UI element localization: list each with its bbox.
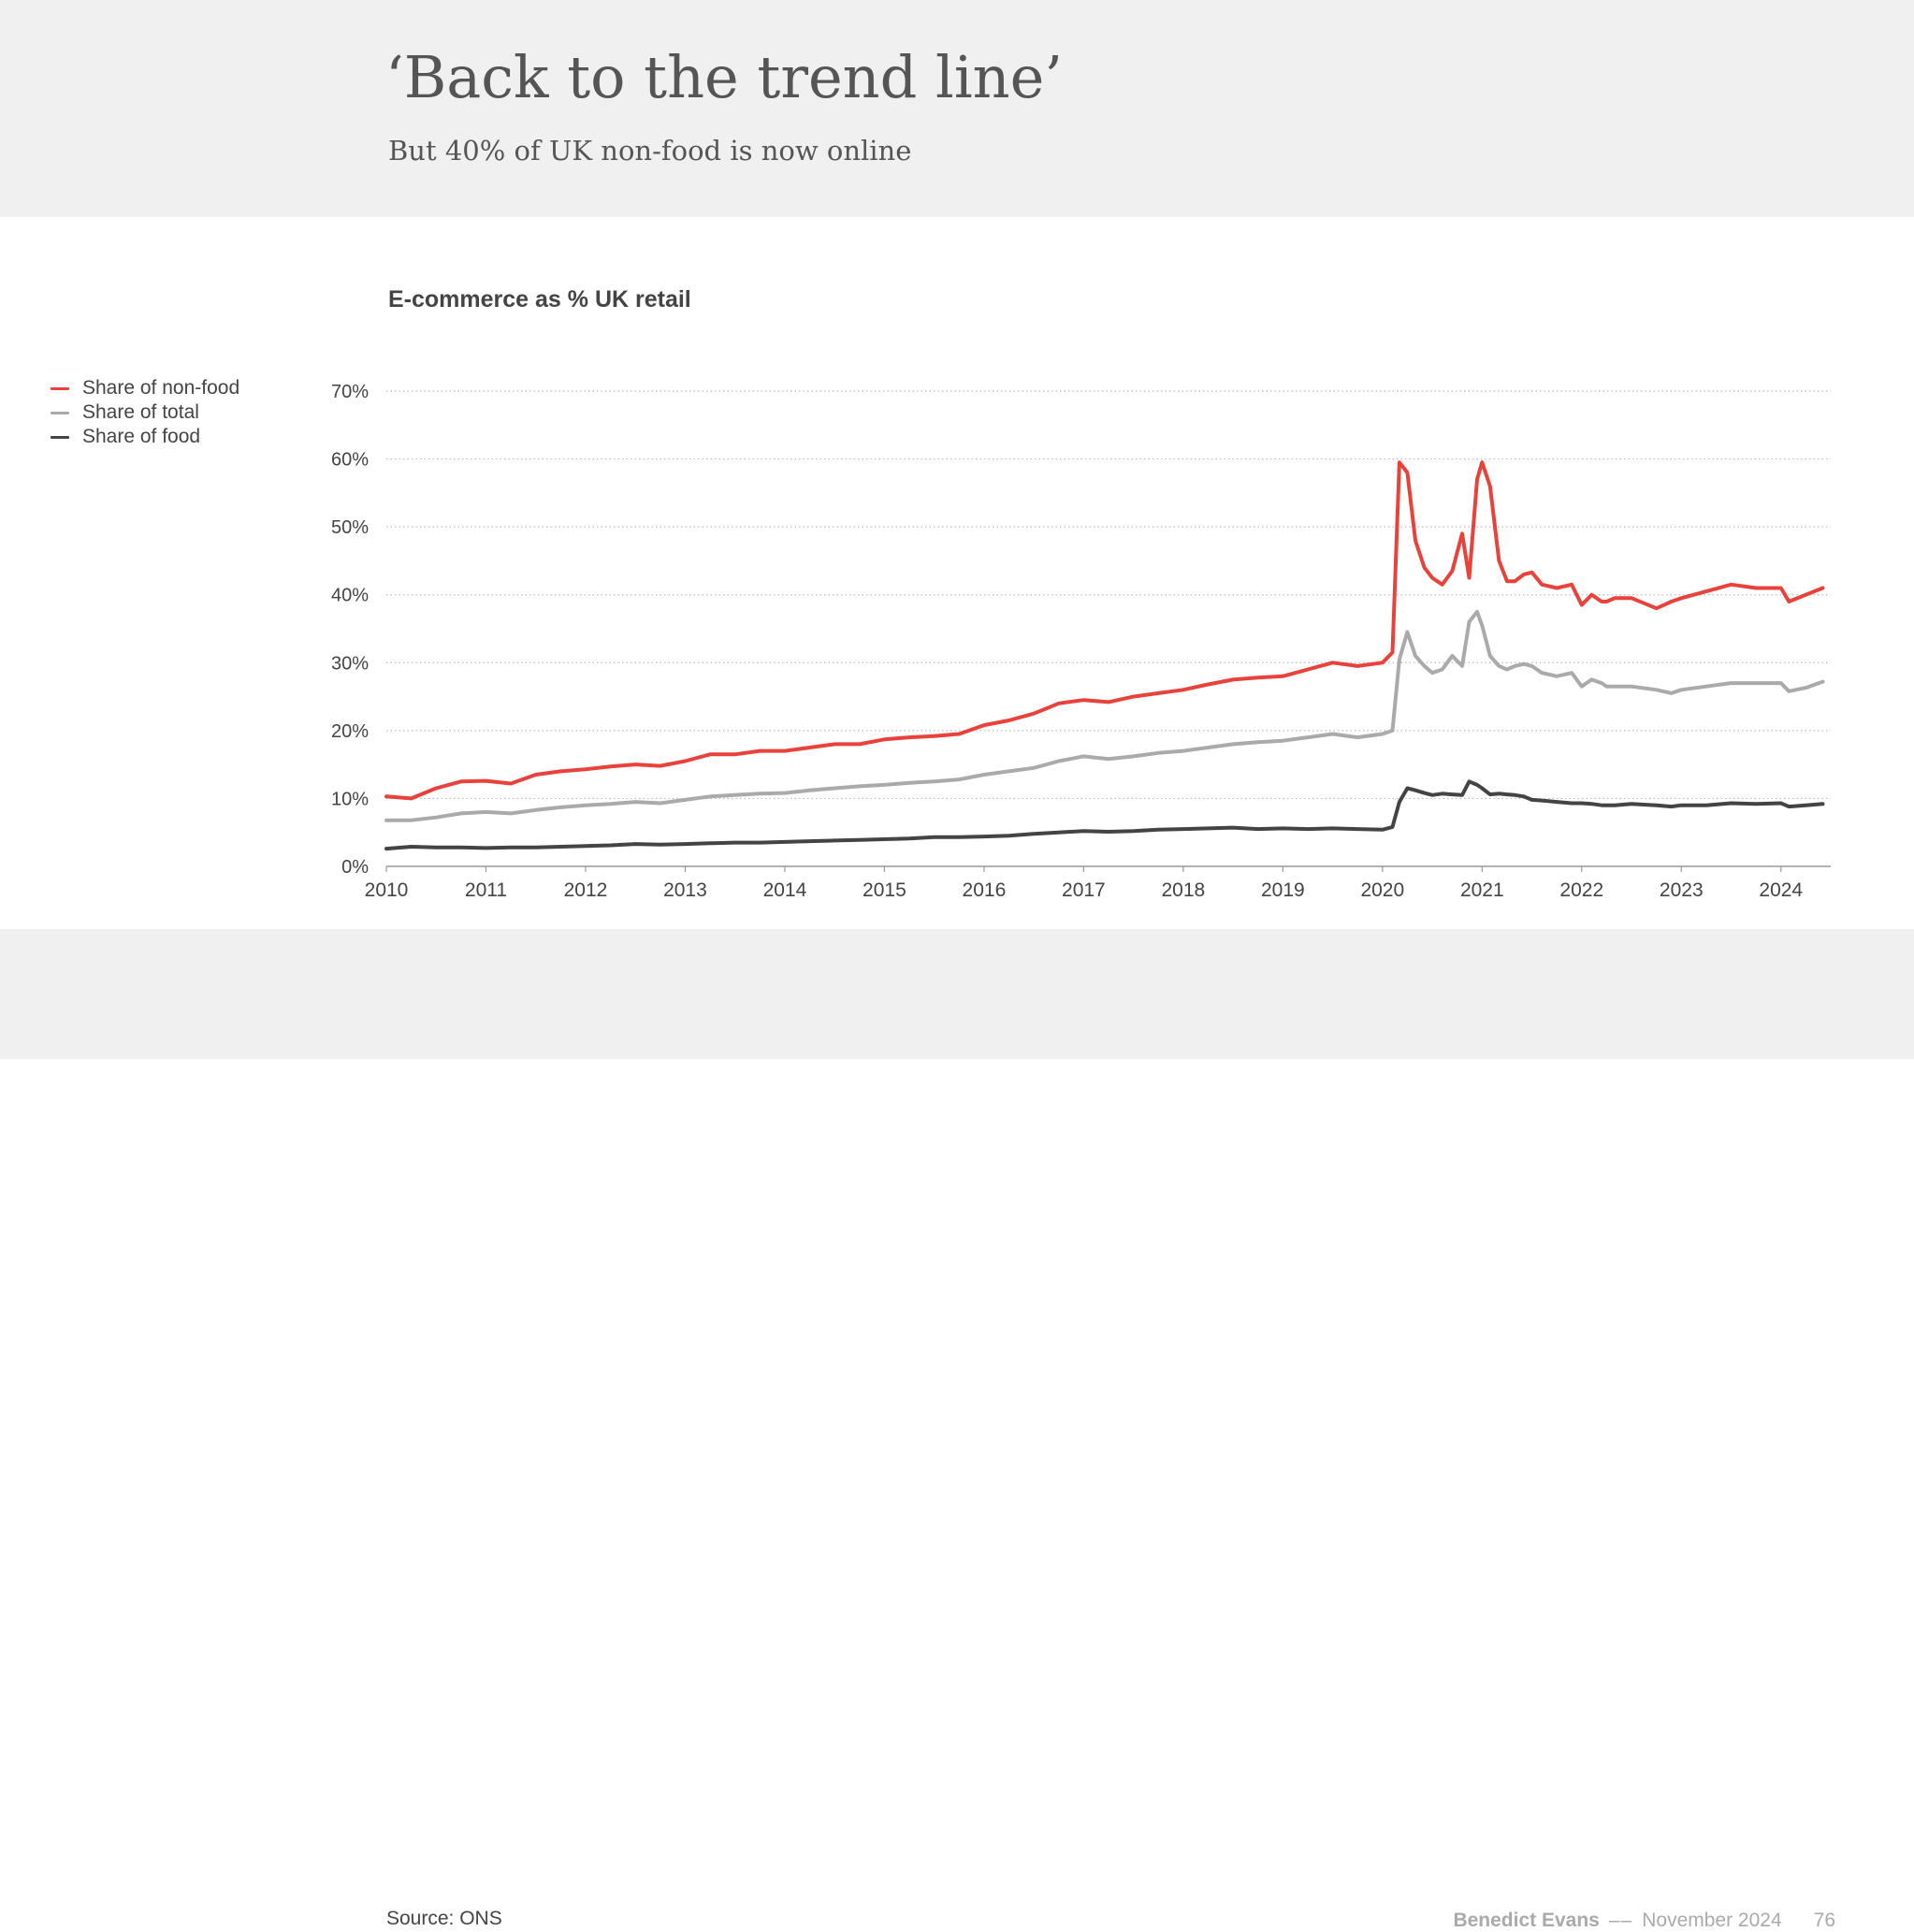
author-name: Benedict Evans — [1453, 1910, 1600, 1931]
x-tick-label: 2021 — [1460, 879, 1504, 901]
x-tick-label: 2019 — [1261, 879, 1305, 901]
y-tick-label: 40% — [331, 586, 369, 606]
legend-label-non-food: Share of non-food — [82, 377, 240, 399]
x-tick-label: 2023 — [1660, 879, 1704, 901]
y-tick-label: 50% — [331, 517, 369, 538]
y-tick-label: 20% — [331, 721, 369, 742]
x-tick-label: 2022 — [1559, 879, 1603, 901]
slide-header: ‘Back to the trend line’ But 40% of UK n… — [0, 0, 1914, 217]
y-tick-label: 70% — [331, 382, 369, 402]
x-tick-label: 2014 — [763, 879, 807, 901]
x-tick-label: 2020 — [1360, 879, 1404, 901]
series-line-food — [384, 779, 1825, 851]
x-tick-label: 2012 — [564, 879, 608, 901]
legend-item-food: Share of food — [51, 425, 239, 449]
x-tick-label: 2016 — [963, 879, 1007, 901]
x-tick-label: 2018 — [1162, 879, 1206, 901]
credit-separator: –– — [1608, 1910, 1633, 1931]
page-number: 76 — [1813, 1910, 1835, 1931]
legend-label-food: Share of food — [82, 426, 201, 447]
y-tick-label: 0% — [341, 857, 369, 878]
credit-line: Benedict Evans –– November 2024 76 — [1453, 1910, 1835, 1932]
line-chart: 0% 10% 20% 30% 40% 50% 60% 70% 2010 2011 2012 2013 2… — [331, 382, 1831, 901]
series-line-non-food — [384, 460, 1825, 801]
x-tick-label: 2017 — [1062, 879, 1106, 901]
legend-swatch-food — [51, 435, 69, 439]
chart-legend: Share of non-food Share of total Share o… — [51, 376, 239, 449]
legend-item-non-food: Share of non-food — [51, 376, 239, 400]
legend-swatch-non-food — [51, 386, 69, 390]
x-tick-label: 2024 — [1759, 879, 1803, 901]
legend-item-total: Share of total — [51, 400, 239, 425]
source-note: Source: ONS — [386, 1908, 502, 1929]
slide-subtitle: But 40% of UK non-food is now online — [388, 135, 912, 167]
x-tick-label: 2015 — [863, 879, 906, 901]
chart-title: E-commerce as % UK retail — [388, 286, 691, 312]
x-tick-label: 2013 — [663, 879, 707, 901]
y-tick-label: 10% — [331, 789, 369, 809]
y-tick-label: 60% — [331, 450, 369, 471]
legend-label-total: Share of total — [82, 401, 199, 423]
slide-footer: Source: ONS Benedict Evans –– November 202… — [0, 929, 1914, 1931]
x-tick-label: 2010 — [365, 879, 409, 901]
x-tick-label: 2011 — [465, 879, 507, 901]
y-tick-label: 30% — [331, 653, 369, 674]
series-line-total — [384, 609, 1825, 822]
presentation-date: November 2024 — [1642, 1910, 1782, 1931]
legend-swatch-total — [51, 411, 69, 414]
slide-title: ‘Back to the trend line’ — [385, 43, 1063, 111]
